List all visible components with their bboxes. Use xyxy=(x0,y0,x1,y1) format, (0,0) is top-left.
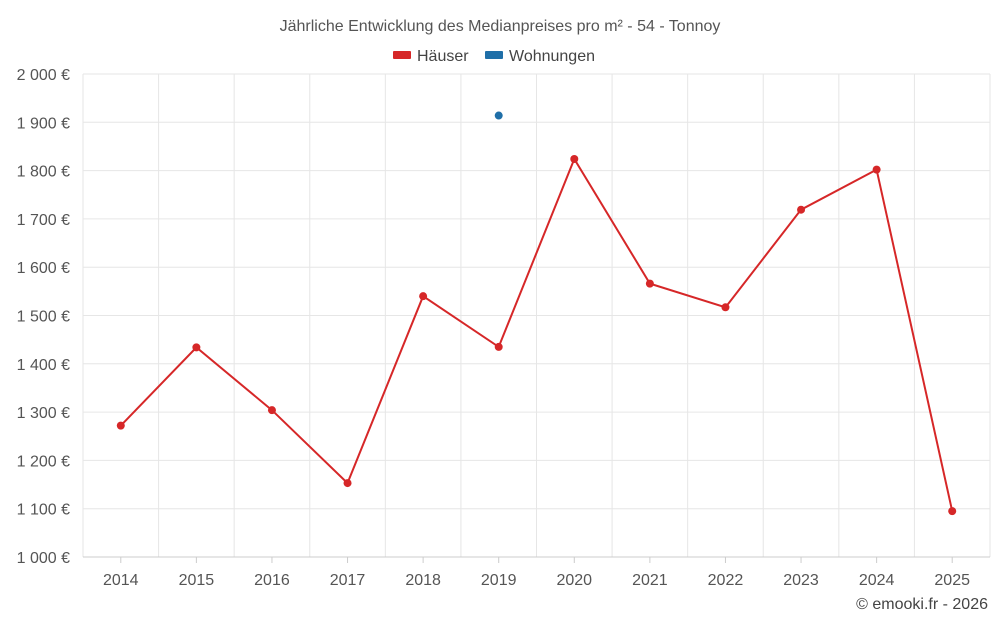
y-tick-label: 1 700 € xyxy=(17,212,70,229)
y-tick-label: 1 900 € xyxy=(17,115,70,132)
series-line-haeuser xyxy=(120,156,954,512)
x-axis-labels: 2014 2015 2016 2017 2018 2019 2020 2021 2022 2023… xyxy=(103,557,970,589)
y-tick-label: 1 300 € xyxy=(17,405,70,422)
data-point-wohnungen[interactable] xyxy=(494,111,503,120)
x-tick-label: 2017 xyxy=(330,572,366,589)
chart-title: Jährliche Entwicklung des Medianpreises … xyxy=(280,18,721,35)
legend-item-wohnungen[interactable]: Wohnungen xyxy=(485,48,595,65)
data-point-haeuser[interactable] xyxy=(192,343,201,352)
data-point-haeuser[interactable] xyxy=(116,421,125,430)
y-tick-label: 1 200 € xyxy=(17,453,70,470)
x-tick-label: 2020 xyxy=(556,572,592,589)
y-tick-label: 1 500 € xyxy=(17,309,70,326)
y-tick-label: 1 100 € xyxy=(17,502,70,519)
legend-swatch-haeuser xyxy=(393,51,411,59)
x-tick-label: 2023 xyxy=(783,572,819,589)
x-tick-label: 2019 xyxy=(481,572,517,589)
legend-swatch-wohnungen xyxy=(485,51,503,59)
data-point-haeuser[interactable] xyxy=(948,507,957,516)
credit-text: © emooki.fr - 2026 xyxy=(856,596,988,613)
grid xyxy=(82,73,991,558)
series xyxy=(116,111,957,516)
y-tick-label: 1 400 € xyxy=(17,357,70,374)
legend-label-wohnungen: Wohnungen xyxy=(509,48,595,65)
data-point-haeuser[interactable] xyxy=(494,342,503,351)
y-tick-label: 1 600 € xyxy=(17,260,70,277)
x-tick-label: 2025 xyxy=(934,572,970,589)
y-tick-label: 1 800 € xyxy=(17,164,70,181)
x-tick-label: 2018 xyxy=(405,572,441,589)
y-axis-labels: 1 000 € 1 100 € 1 200 € 1 300 € 1 400 € 1 500… xyxy=(17,67,70,567)
x-tick-label: 2014 xyxy=(103,572,139,589)
y-tick-label: 1 000 € xyxy=(17,550,70,567)
data-point-haeuser[interactable] xyxy=(645,279,654,288)
data-point-haeuser[interactable] xyxy=(343,479,352,488)
series-haeuser xyxy=(116,155,957,516)
data-point-haeuser[interactable] xyxy=(570,155,579,164)
legend: Häuser Wohnungen xyxy=(393,48,595,65)
series-wohnungen xyxy=(494,111,503,120)
x-tick-label: 2021 xyxy=(632,572,668,589)
data-point-haeuser[interactable] xyxy=(797,205,806,214)
y-tick-label: 2 000 € xyxy=(17,67,70,84)
x-tick-label: 2022 xyxy=(708,572,744,589)
legend-label-haeuser: Häuser xyxy=(417,48,469,65)
data-point-haeuser[interactable] xyxy=(721,303,730,312)
data-point-haeuser[interactable] xyxy=(419,292,428,301)
x-tick-label: 2015 xyxy=(179,572,215,589)
data-point-haeuser[interactable] xyxy=(872,165,881,174)
x-tick-label: 2016 xyxy=(254,572,290,589)
data-point-haeuser[interactable] xyxy=(267,406,276,415)
legend-item-haeuser[interactable]: Häuser xyxy=(393,48,469,65)
x-tick-label: 2024 xyxy=(859,572,895,589)
